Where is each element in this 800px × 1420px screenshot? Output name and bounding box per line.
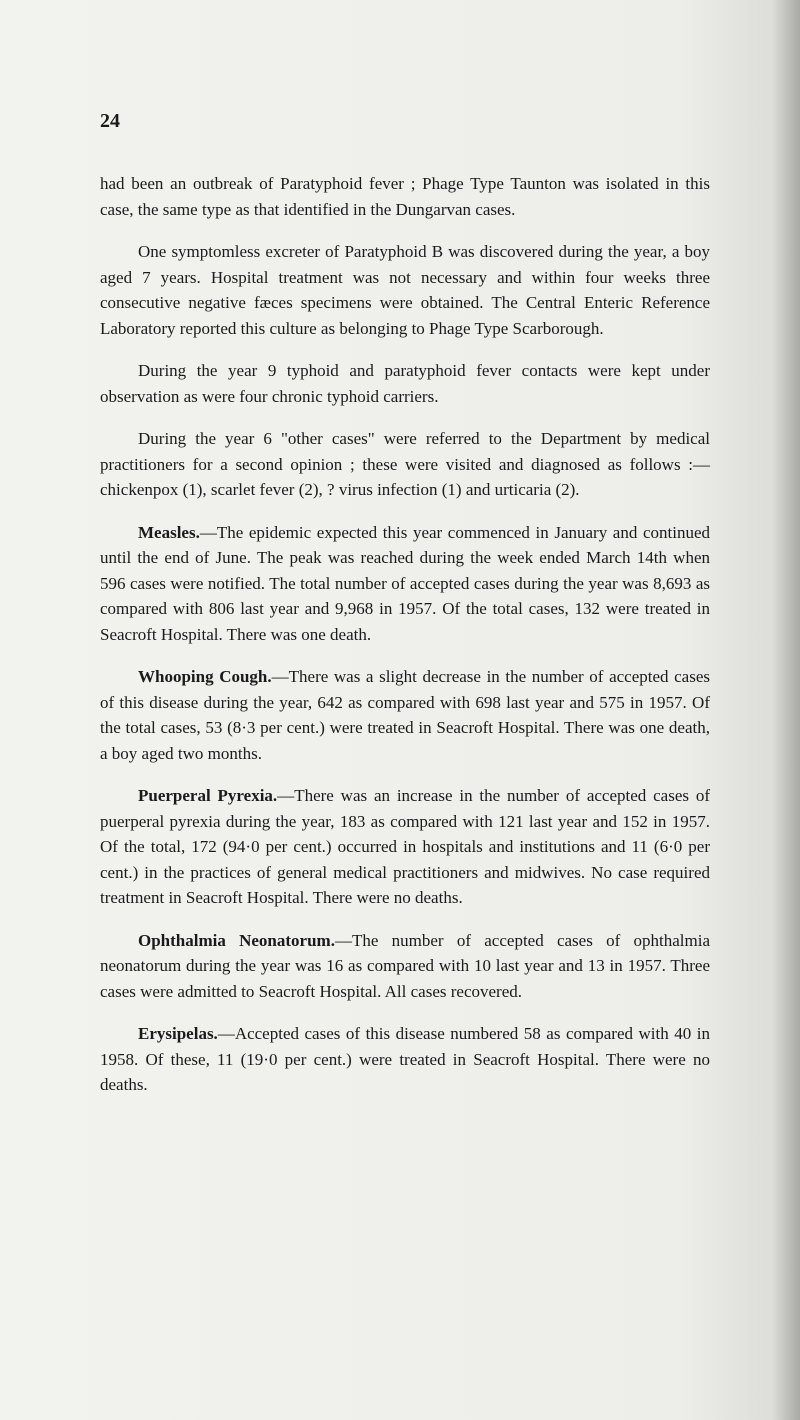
measles-heading: Measles. bbox=[138, 523, 200, 542]
erysipelas-heading: Erysipelas. bbox=[138, 1024, 218, 1043]
ophthalmia-neonatorum-heading: Ophthalmia Neonatorum. bbox=[138, 931, 335, 950]
paragraph-whooping-cough: Whooping Cough.—There was a slight decre… bbox=[100, 664, 710, 766]
paragraph-ophthalmia-neonatorum: Ophthalmia Neonatorum.—The number of acc… bbox=[100, 928, 710, 1005]
puerperal-pyrexia-heading: Puerperal Pyrexia. bbox=[138, 786, 277, 805]
paragraph-puerperal-pyrexia: Puerperal Pyrexia.—There was an increase… bbox=[100, 783, 710, 911]
page-number: 24 bbox=[100, 110, 710, 133]
document-page: 24 had been an outbreak of Paratyphoid f… bbox=[0, 0, 800, 1420]
whooping-cough-heading: Whooping Cough. bbox=[138, 667, 272, 686]
paragraph-3: During the year 9 typhoid and paratyphoi… bbox=[100, 358, 710, 409]
paragraph-measles: Measles.—The epidemic expected this year… bbox=[100, 520, 710, 648]
paragraph-1: had been an outbreak of Paratyphoid feve… bbox=[100, 171, 710, 222]
paragraph-2: One symptomless excreter of Paratyphoid … bbox=[100, 239, 710, 341]
paragraph-erysipelas: Erysipelas.—Accepted cases of this disea… bbox=[100, 1021, 710, 1098]
paragraph-4: During the year 6 "other cases" were ref… bbox=[100, 426, 710, 503]
page-binding-shadow bbox=[772, 0, 800, 1420]
